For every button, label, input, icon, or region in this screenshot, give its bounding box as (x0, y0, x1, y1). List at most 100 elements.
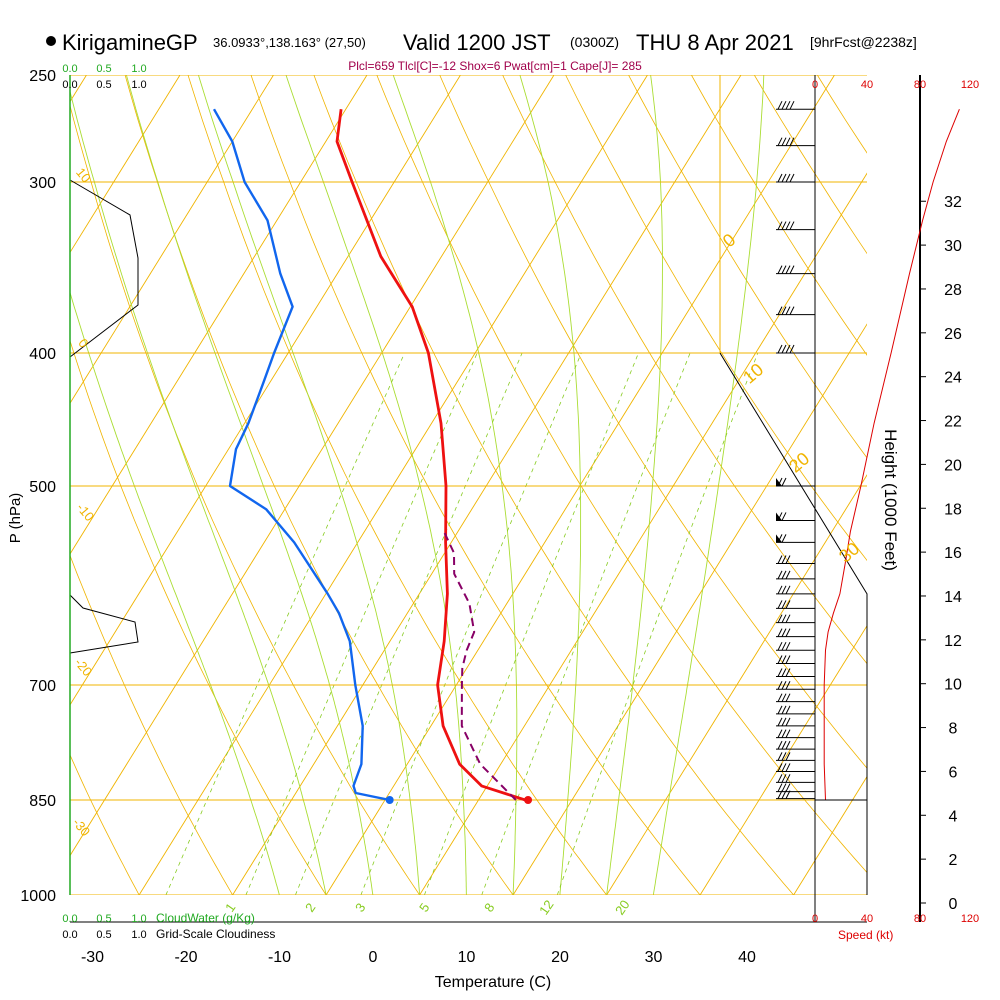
wind-barb (776, 221, 815, 231)
wind-barb-flag (781, 783, 787, 792)
wind-barb (776, 555, 815, 564)
wind-barb-flag (777, 783, 783, 792)
wind-barb-flag (781, 790, 787, 799)
wind-barb-flag (785, 680, 791, 690)
station-coords: 36.0933°,138.163° (27,50) (213, 35, 366, 50)
cloudiness-scale-bottom: 1.0 (131, 929, 146, 941)
wind-barb-flag (777, 668, 783, 677)
cloudwater-scale-top: 1.0 (131, 63, 146, 75)
wind-barb (776, 655, 815, 664)
height-tick-label: 14 (944, 589, 962, 606)
wind-barb-flag (785, 265, 791, 274)
moist-adiabat-line (70, 290, 280, 895)
sounding-profiles (212, 108, 533, 804)
wind-barb-flag (777, 570, 783, 580)
wind-barb (776, 585, 815, 595)
cloudwater-scale-bottom: 1.0 (131, 913, 146, 925)
wind-barb-flag (785, 585, 791, 595)
wind-barb (776, 137, 815, 147)
wind-barb-flag (785, 774, 791, 783)
wind-barb-flag (781, 555, 787, 564)
height-tick-label: 10 (944, 677, 962, 694)
wind-barb-flag (777, 729, 783, 738)
cloudwater-scale-bottom: 0.0 (62, 913, 77, 925)
wind-barb-flag (777, 655, 783, 664)
wind-barb-flag (785, 752, 791, 761)
dry-adiabat-line (376, 75, 867, 874)
indices-line: Plcl=659 Tlcl[C]=-12 Shox=6 Pwat[cm]=1 C… (348, 59, 642, 73)
wind-barb (776, 512, 815, 521)
wind-barb-flag (785, 221, 791, 230)
mixing-ratio-label: 2 (302, 900, 318, 915)
y-tick-label: 300 (29, 175, 56, 192)
wind-barb-flag (781, 628, 787, 637)
wind-barb-flag (789, 265, 795, 274)
wind-barb-flag (781, 344, 787, 354)
wind-barb-pennant (776, 534, 782, 543)
cloudiness-scale-bottom: 0.0 (62, 929, 77, 941)
wind-barb-flag (781, 668, 787, 677)
wind-barb (776, 783, 815, 793)
dry-adiabat-line (753, 75, 867, 255)
station-dot-icon (46, 36, 56, 46)
dry-adiabat-line (70, 754, 140, 895)
wind-barb-flag (777, 221, 783, 230)
surface-temperature-point (524, 796, 533, 804)
plot-right-boundary (719, 352, 868, 895)
dry-adiabat-label: -10 (74, 500, 98, 524)
wind-barb (776, 100, 815, 110)
dry-adiabat-line (250, 75, 701, 895)
cloudwater-scale-top: 0.0 (62, 63, 77, 75)
cloudiness-profile-lower (69, 594, 139, 654)
mixing-ratio-line (481, 352, 691, 895)
wind-barb (776, 477, 815, 487)
wind-barb-flag (781, 717, 787, 727)
speed-tick-label-bottom: 120 (961, 913, 979, 925)
height-tick-label: 18 (944, 501, 962, 518)
speed-tick-label-top: 40 (861, 79, 873, 91)
mixing-ratio-label: 8 (481, 900, 497, 915)
wind-barb-flag (777, 306, 783, 315)
wind-barb-flag (777, 705, 783, 715)
wind-barb-flag (777, 100, 783, 110)
speed-tick-label-bottom: 80 (914, 913, 926, 925)
wind-barb (776, 614, 815, 624)
wind-barb (776, 752, 815, 761)
wind-barb-flag (777, 600, 783, 609)
wind-barb-flag (789, 344, 795, 354)
dry-adiabat-line (313, 75, 794, 895)
wind-barb-flag (785, 628, 791, 637)
speed-tick-label-bottom: 0 (812, 913, 818, 925)
y-tick-label: 700 (29, 678, 56, 695)
wind-barb-flag (777, 173, 783, 183)
speed-tick-label-top: 0 (812, 79, 818, 91)
wind-barb-flag (785, 600, 791, 609)
cloudwater-scale-bottom: 0.5 (96, 913, 111, 925)
wind-barb-flag (781, 585, 787, 595)
header: KirigamineGP 36.0933°,138.163° (27,50) V… (46, 30, 917, 73)
wind-barb-flag (781, 641, 787, 651)
wind-barb-flag (785, 306, 791, 315)
dry-adiabat-label: -20 (72, 655, 96, 679)
isotherm-line (232, 75, 742, 895)
isotherm-line (699, 624, 867, 895)
dry-adiabat-line (628, 75, 867, 459)
wind-barb (776, 641, 815, 651)
isotherm-label: 10 (739, 359, 767, 387)
wind-barb-flag (785, 100, 791, 110)
x-tick-label: 10 (458, 949, 476, 966)
wind-barb-pennant (776, 512, 782, 521)
wind-barb-flag (785, 717, 791, 727)
station-name: KirigamineGP (62, 30, 198, 55)
wind-barb-flag (781, 705, 787, 715)
dry-adiabat-line (70, 554, 233, 895)
wind-barb-flag (789, 221, 795, 230)
dry-adiabat-line (124, 75, 514, 895)
x-tick-label: 30 (645, 949, 663, 966)
wind-barb-flag (777, 740, 783, 750)
wind-barb-flag (785, 693, 791, 702)
height-tick-label: 12 (944, 633, 962, 650)
wind-barb-flag (781, 173, 787, 183)
cloudiness-scale-top: 0.0 (62, 79, 77, 91)
wind-barb-flag (781, 680, 787, 690)
